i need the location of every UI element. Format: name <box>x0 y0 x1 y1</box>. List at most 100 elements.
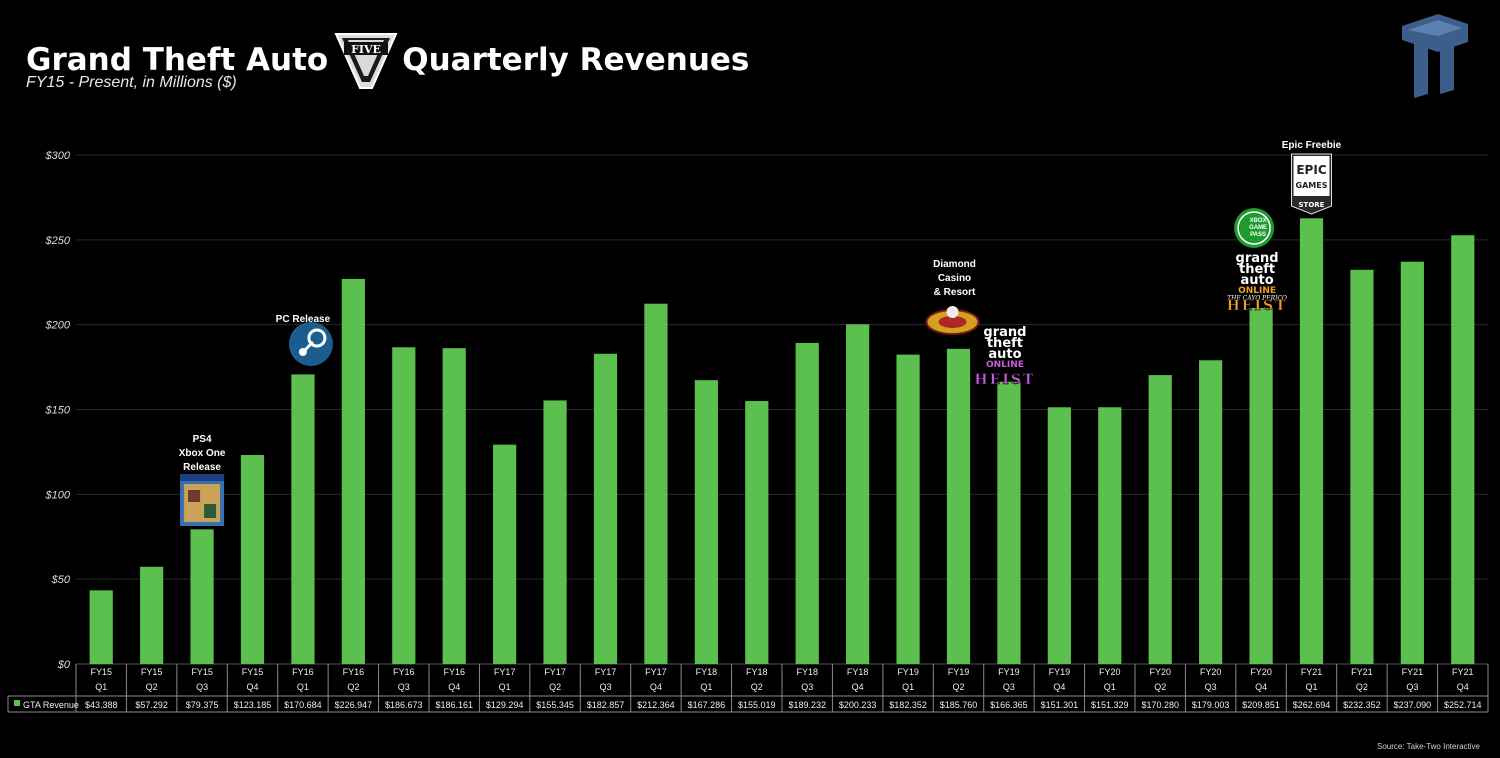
gta-online-diamond-heist-logo: ONLINE <box>986 360 1024 370</box>
xbox-game-pass-text: GAME <box>1249 225 1267 231</box>
x-tick-label-fy: FY20 <box>1250 667 1272 677</box>
x-tick-label-fy: FY15 <box>141 667 163 677</box>
data-label: $151.329 <box>1091 700 1129 710</box>
bar <box>190 529 214 664</box>
x-tick-label-fy: FY19 <box>948 667 970 677</box>
x-tick-label-fy: FY16 <box>393 667 415 677</box>
x-tick-label-quarter: Q1 <box>297 682 309 692</box>
x-tick-label-quarter: Q1 <box>700 682 712 692</box>
ps4-cover-icon <box>204 504 217 518</box>
x-tick-label-fy: FY17 <box>645 667 667 677</box>
bar <box>1047 407 1071 664</box>
data-label: $155.345 <box>536 700 574 710</box>
gta-online-cayo-perico-logo: grand <box>1236 251 1279 266</box>
legend-label: GTA Revenue <box>23 700 79 710</box>
y-tick-label: $100 <box>45 489 71 501</box>
x-tick-label-fy: FY15 <box>242 667 264 677</box>
casino-logo-icon <box>946 306 959 318</box>
x-tick-label-fy: FY20 <box>1200 667 1222 677</box>
xbox-game-pass-text: XBOX <box>1250 218 1267 224</box>
annotation-diamond-casino: & Resort <box>934 287 976 298</box>
x-tick-label-quarter: Q3 <box>1205 682 1217 692</box>
gta-online-cayo-perico-logo: auto <box>1240 273 1273 288</box>
y-tick-label: $200 <box>45 320 71 332</box>
ps4-cover-icon <box>180 474 225 481</box>
bar <box>1400 261 1424 664</box>
bar <box>392 347 416 664</box>
data-label: $185.760 <box>940 700 978 710</box>
bar <box>593 353 618 664</box>
x-tick-label-fy: FY16 <box>292 667 314 677</box>
bar <box>89 590 113 664</box>
source-note: Source: Take-Two Interactive <box>1376 742 1480 751</box>
xbox-game-pass-icon <box>1234 208 1275 248</box>
x-tick-label-quarter: Q2 <box>1356 682 1368 692</box>
annotation-pc-release: PC Release <box>276 314 331 325</box>
gta-online-cayo-perico-logo: THE CAYO PERICO <box>1227 295 1287 302</box>
annotation-ps4-release: PS4 <box>193 434 212 445</box>
y-tick-label: $50 <box>51 574 71 586</box>
x-tick-label-quarter: Q1 <box>1104 682 1116 692</box>
ps4-cover-icon <box>188 490 201 502</box>
data-label: $79.375 <box>186 700 219 710</box>
y-tick-label: $250 <box>45 235 71 247</box>
data-label: $182.352 <box>889 700 927 710</box>
x-tick-label-quarter: Q4 <box>246 682 258 692</box>
bar <box>694 380 718 664</box>
x-tick-label-fy: FY19 <box>897 667 919 677</box>
xbox-game-pass-text: PASS <box>1250 232 1266 238</box>
gta-online-cayo-perico-logo: HEIST <box>1227 298 1288 314</box>
x-tick-label-fy: FY21 <box>1452 667 1474 677</box>
x-tick-label-quarter: Q3 <box>1406 682 1418 692</box>
y-tick-label: $300 <box>45 150 71 162</box>
bar <box>240 454 265 664</box>
x-tick-label-quarter: Q2 <box>952 682 964 692</box>
x-tick-label-fy: FY19 <box>998 667 1020 677</box>
chart-subtitle: FY15 - Present, in Millions ($) <box>26 74 237 91</box>
annotation-ps4-release: Release <box>183 462 221 473</box>
data-label: $182.857 <box>587 700 625 710</box>
data-label: $166.365 <box>990 700 1028 710</box>
x-tick-label-quarter: Q1 <box>499 682 511 692</box>
title-right: Quarterly Revenues <box>402 42 750 78</box>
x-tick-label-quarter: Q3 <box>599 682 611 692</box>
data-label: $155.019 <box>738 700 776 710</box>
x-tick-label-fy: FY21 <box>1351 667 1373 677</box>
x-tick-label-fy: FY20 <box>1149 667 1171 677</box>
annotation-diamond-casino: Casino <box>938 273 971 284</box>
bar <box>1350 269 1374 664</box>
bar <box>896 354 920 664</box>
x-tick-label-quarter: Q2 <box>751 682 763 692</box>
gta-online-cayo-perico-logo: ONLINE <box>1238 286 1276 296</box>
x-tick-label-quarter: Q2 <box>347 682 359 692</box>
title-left: Grand Theft Auto <box>26 42 329 78</box>
y-tick-label: $0 <box>57 659 71 671</box>
annotation-ps4-release: Xbox One <box>179 448 226 459</box>
x-tick-label-quarter: Q1 <box>902 682 914 692</box>
bar <box>946 348 971 664</box>
steam-icon <box>307 328 327 348</box>
bar <box>1098 407 1122 664</box>
x-tick-label-quarter: Q2 <box>549 682 561 692</box>
x-tick-label-quarter: Q3 <box>196 682 208 692</box>
x-tick-label-quarter: Q1 <box>1305 682 1317 692</box>
gta-online-diamond-heist-logo: HEIST <box>974 372 1035 388</box>
bar <box>543 400 567 664</box>
logo-text: FIVE <box>351 43 381 56</box>
data-label: $232.352 <box>1343 700 1381 710</box>
bar <box>1249 307 1273 664</box>
data-label: $57.292 <box>135 700 168 710</box>
data-label: $123.185 <box>234 700 272 710</box>
x-tick-label-fy: FY18 <box>847 667 869 677</box>
bar <box>644 303 668 664</box>
epic-logo-text: GAMES <box>1296 181 1328 190</box>
epic-games-store-icon <box>1293 156 1330 196</box>
epic-logo-text: STORE <box>1299 201 1325 209</box>
data-label: $186.161 <box>435 700 473 710</box>
x-tick-label-fy: FY17 <box>544 667 566 677</box>
bar <box>795 342 819 664</box>
x-tick-label-fy: FY20 <box>1099 667 1121 677</box>
x-tick-label-quarter: Q1 <box>95 682 107 692</box>
x-tick-label-fy: FY15 <box>90 667 112 677</box>
